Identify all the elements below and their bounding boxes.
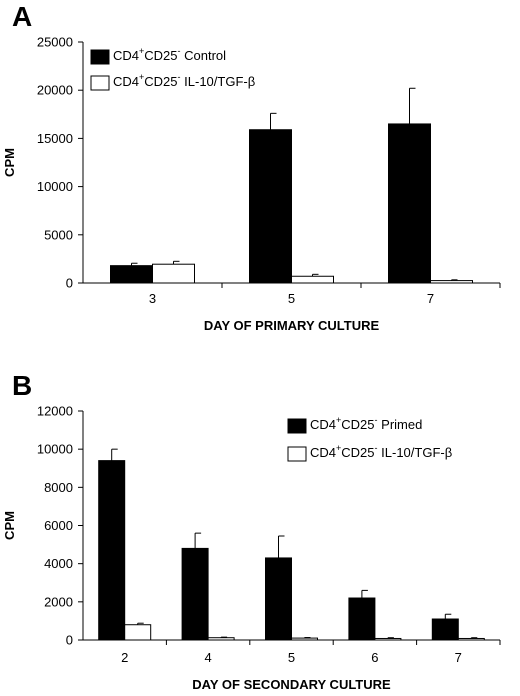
bar-il10-tgfb-day-2: [124, 624, 152, 641]
legend-label: CD4+CD25- Primed: [310, 415, 422, 432]
y-tick-label: 12000: [37, 404, 73, 419]
bar-il10-tgfb-day-7: [457, 637, 485, 641]
bar-primary-day-4: [181, 547, 209, 641]
legend-swatch: [90, 49, 110, 65]
legend-label: CD4+CD25- IL-10/TGF-β: [310, 443, 452, 460]
x-axis-title: DAY OF PRIMARY CULTURE: [204, 318, 380, 333]
x-tick-label: 5: [288, 650, 295, 665]
legend-swatch: [287, 446, 307, 462]
y-tick-label: 0: [66, 633, 73, 648]
legend-label: CD4+CD25- IL-10/TGF-β: [113, 72, 255, 89]
bar-primary-day-7: [388, 123, 431, 284]
y-axis-title: CPM: [2, 511, 17, 540]
y-axis-title: CPM: [2, 148, 17, 177]
y-tick-label: 4000: [44, 556, 73, 571]
y-tick-label: 0: [66, 276, 73, 291]
bar-primary-day-5: [249, 129, 292, 284]
bar-primary-day-2: [98, 460, 126, 641]
x-tick-label: 7: [455, 650, 462, 665]
bar-il10-tgfb-day-3: [152, 263, 195, 284]
bar-il10-tgfb-day-6: [374, 637, 402, 641]
y-tick-label: 5000: [44, 227, 73, 242]
y-tick-label: 20000: [37, 83, 73, 98]
bar-primary-day-3: [110, 265, 153, 284]
bar-primary-day-5: [265, 557, 292, 641]
legend: CD4+CD25- Control CD4+CD25- IL-10/TGF-β: [90, 46, 255, 91]
y-tick-label: 2000: [44, 594, 73, 609]
legend: CD4+CD25- Primed CD4+CD25- IL-10/TGF-β: [287, 415, 452, 462]
x-tick-label: 2: [121, 650, 128, 665]
x-tick-label: 7: [427, 291, 434, 306]
legend-swatch: [287, 418, 307, 434]
x-tick-label: 5: [288, 291, 295, 306]
panel-label: B: [12, 370, 32, 401]
y-tick-label: 25000: [37, 35, 73, 50]
x-tick-label: 4: [204, 650, 211, 665]
legend-label: CD4+CD25- Control: [113, 46, 226, 63]
panel-label: A: [12, 1, 32, 32]
y-tick-label: 6000: [44, 518, 73, 533]
legend-swatch: [90, 75, 110, 91]
bar-il10-tgfb-day-5: [291, 275, 334, 284]
bar-il10-tgfb-day-7: [430, 280, 473, 284]
bar-primary-day-7: [431, 618, 459, 641]
y-tick-label: 15000: [37, 131, 73, 146]
bar-il10-tgfb-day-5: [291, 637, 318, 641]
chart-panel-a: A 0 5000 10000 15000 20000 25000 CPM 3 5 7 DAY OF P…: [2, 1, 501, 333]
bar-il10-tgfb-day-4: [207, 637, 235, 641]
x-tick-label: 3: [149, 291, 156, 306]
x-axis-title: DAY OF SECONDARY CULTURE: [192, 677, 391, 692]
y-tick-label: 8000: [44, 480, 73, 495]
y-tick-label: 10000: [37, 179, 73, 194]
bar-primary-day-6: [348, 597, 376, 641]
y-tick-label: 10000: [37, 442, 73, 457]
chart-panel-b: B 0 2000 4000 6000 8000 10000 12000 CPM 2 4 5 6 7 DAY …: [2, 370, 501, 692]
x-tick-label: 6: [371, 650, 378, 665]
